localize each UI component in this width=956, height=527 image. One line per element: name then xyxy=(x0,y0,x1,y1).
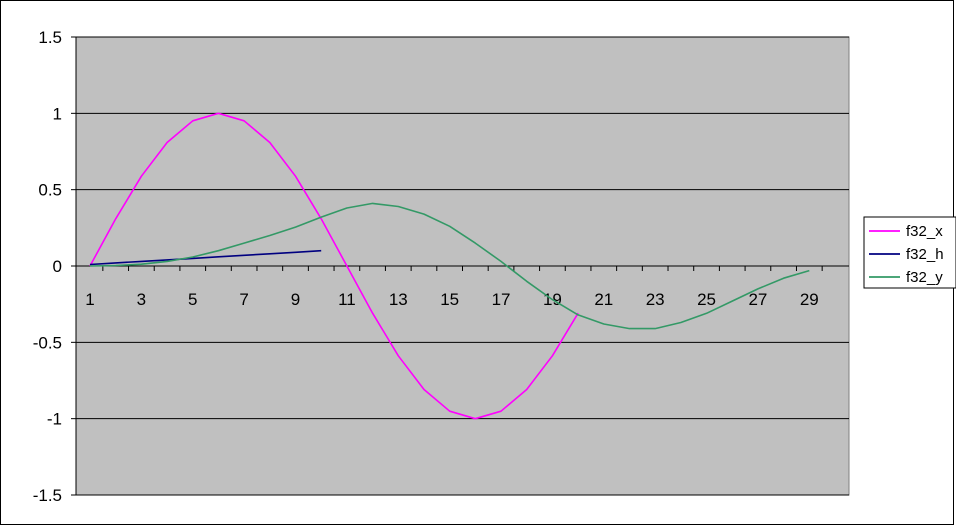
y-tick-label: 0 xyxy=(53,257,62,276)
legend-label-f32_y: f32_y xyxy=(906,269,943,286)
series-lines xyxy=(89,112,810,420)
series-line-f32_x xyxy=(89,112,579,420)
x-tick-label: 25 xyxy=(697,290,716,309)
y-tick-label: 1 xyxy=(53,104,62,123)
axes: 1.510.50-0.5-1-1.51 3 5 7 9 11 13 15 17 19 21 23 25 2… xyxy=(33,28,849,505)
legend-label-f32_x: f32_x xyxy=(906,223,943,240)
y-tick-label: 1.5 xyxy=(38,28,62,47)
x-tick-label: 11 xyxy=(338,290,356,309)
x-tick-label: 23 xyxy=(646,290,665,309)
x-tick-label: 7 xyxy=(239,290,248,309)
legend: f32_x f32_h f32_y xyxy=(863,216,956,289)
series-line-f32_h xyxy=(89,249,322,266)
x-tick-label: 27 xyxy=(748,290,767,309)
series-line-f32_y xyxy=(89,202,810,330)
y-tick-label: -1 xyxy=(47,410,62,429)
x-tick-label: 17 xyxy=(492,290,511,309)
x-tick-label: 13 xyxy=(389,290,408,309)
x-tick-label: 5 xyxy=(188,290,197,309)
legend-label-f32_h: f32_h xyxy=(906,246,944,263)
x-tick-label: 21 xyxy=(594,290,613,309)
y-tick-label: -0.5 xyxy=(33,333,62,352)
x-tick-label: 29 xyxy=(800,290,819,309)
x-tick-label: 15 xyxy=(440,290,459,309)
x-tick-label: 1 xyxy=(85,290,94,309)
x-tick-label: 9 xyxy=(291,290,300,309)
y-tick-label: 0.5 xyxy=(38,181,62,200)
y-tick-label: -1.5 xyxy=(33,486,62,505)
x-tick-label: 3 xyxy=(137,290,146,309)
